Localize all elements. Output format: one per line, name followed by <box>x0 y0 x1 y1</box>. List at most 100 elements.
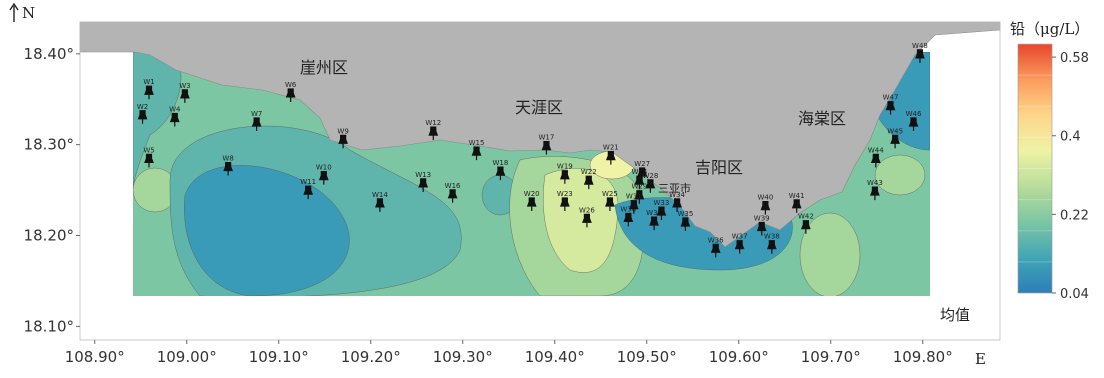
station-label: W37 <box>732 233 748 241</box>
station-label: W29 <box>631 183 647 191</box>
station-label: W12 <box>425 119 441 127</box>
station-marker <box>870 153 881 168</box>
x-tick-label: 109.30° <box>433 348 493 366</box>
station-marker <box>734 240 745 254</box>
legend-tick-label: 0.22 <box>1060 208 1089 223</box>
x-tick-label: 109.60° <box>709 348 769 366</box>
station-marker <box>756 221 767 236</box>
station-marker <box>495 166 506 181</box>
station-marker <box>801 220 811 234</box>
map-frame <box>79 21 1001 341</box>
station-marker <box>428 126 439 141</box>
station-marker <box>915 49 925 63</box>
city-label: 三亚市 <box>658 181 691 195</box>
station-label: W32 <box>646 209 662 217</box>
station-marker <box>680 217 691 231</box>
y-tick-label: 18.30° <box>24 136 74 154</box>
station-label: W25 <box>602 190 618 198</box>
district-label: 天涯区 <box>515 98 563 117</box>
station-marker <box>471 146 482 161</box>
station-label: W2 <box>137 103 148 111</box>
station-marker <box>318 171 329 185</box>
station-label: W38 <box>764 233 780 241</box>
x-tick-label: 108.90° <box>65 348 125 366</box>
east-label: E <box>975 350 986 368</box>
station-label: W45 <box>887 127 903 135</box>
station-marker <box>180 89 190 103</box>
north-label: N <box>22 4 35 22</box>
station-marker <box>223 161 233 176</box>
station-label: W13 <box>415 171 431 179</box>
station-label: W43 <box>867 179 883 187</box>
station-label: W36 <box>708 236 724 244</box>
legend-tick-label: 0.58 <box>1060 51 1089 66</box>
y-tick-label: 18.10° <box>24 317 74 335</box>
station-label: W34 <box>669 191 685 199</box>
station-marker <box>870 186 880 201</box>
station-label: W7 <box>251 110 262 118</box>
station-label: W26 <box>579 206 595 214</box>
x-tick-label: 109.10° <box>249 348 309 366</box>
station-label: W18 <box>493 159 509 167</box>
station-marker <box>605 197 615 211</box>
station-label: W48 <box>912 42 928 50</box>
district-label: 崖州区 <box>300 58 348 77</box>
station-label: W47 <box>883 94 899 102</box>
x-tick-label: 109.00° <box>157 348 217 366</box>
station-label: W28 <box>642 172 658 180</box>
station-label: W40 <box>757 194 773 202</box>
y-tick-label: 18.20° <box>24 227 74 245</box>
station-marker <box>649 216 659 231</box>
station-label: W17 <box>539 134 555 142</box>
station-label: W6 <box>285 81 297 89</box>
district-label: 海棠区 <box>798 109 846 128</box>
station-marker <box>645 179 656 193</box>
station-label: W27 <box>634 160 650 168</box>
station-marker <box>623 212 634 227</box>
station-marker <box>885 101 896 115</box>
x-tick-label: 109.70° <box>801 348 861 366</box>
station-marker <box>908 117 919 132</box>
station-marker <box>628 200 639 214</box>
station-label: W14 <box>372 191 388 199</box>
x-tick-label: 109.20° <box>341 348 401 366</box>
station-marker <box>766 240 777 254</box>
station-marker <box>760 201 771 215</box>
station-label: W21 <box>603 144 619 152</box>
station-marker <box>251 117 262 132</box>
district-label: 吉阳区 <box>695 158 743 177</box>
station-marker <box>541 141 552 155</box>
station-marker <box>710 243 721 258</box>
station-label: W33 <box>654 199 670 207</box>
station-marker <box>582 213 592 228</box>
station-label: W10 <box>316 164 332 172</box>
station-marker <box>890 134 900 149</box>
station-label: W1 <box>143 78 154 86</box>
station-label: W3 <box>179 82 190 90</box>
station-marker <box>418 178 429 192</box>
x-tick-label: 109.40° <box>525 348 585 366</box>
station-marker <box>637 167 647 181</box>
station-label: W39 <box>754 215 770 223</box>
x-tick-label: 109.80° <box>893 348 953 366</box>
station-marker <box>375 198 385 212</box>
station-label: W8 <box>222 155 233 163</box>
station-marker <box>303 185 314 200</box>
station-label: W31 <box>626 193 642 201</box>
station-marker <box>285 88 296 102</box>
colorbar <box>1017 43 1053 294</box>
station-marker <box>656 206 667 221</box>
legend-tick-label: 0.4 <box>1060 130 1081 145</box>
station-label: W11 <box>300 178 316 186</box>
station-marker <box>447 189 458 203</box>
y-tick-label: 18.40° <box>24 45 74 63</box>
x-tick-label: 109.50° <box>617 348 677 366</box>
station-label: W4 <box>169 105 181 113</box>
station-label: W9 <box>337 127 348 135</box>
station-label: W30 <box>620 205 636 213</box>
station-marker <box>672 198 682 212</box>
station-marker <box>169 112 180 127</box>
station-marker <box>559 170 570 184</box>
station-marker <box>144 85 154 100</box>
